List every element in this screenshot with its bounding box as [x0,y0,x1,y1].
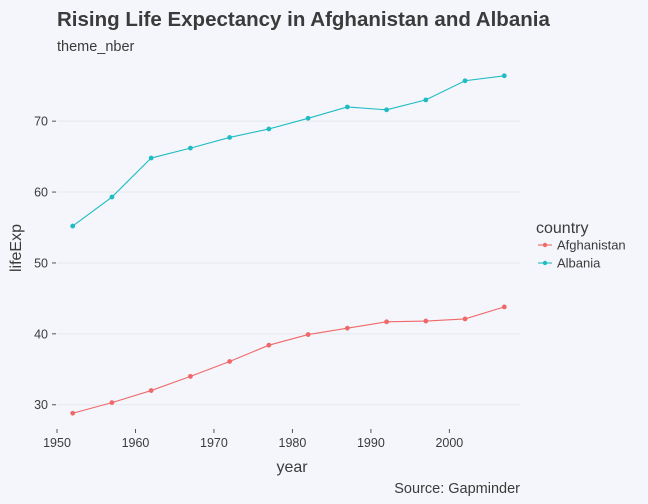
data-point-albania [384,107,389,113]
data-point-afghanistan [109,400,115,406]
x-axis-label: year [276,459,308,476]
chart-caption: Source: Gapminder [394,481,520,497]
series-line-afghanistan [72,306,505,414]
data-point-albania [188,145,193,151]
gridlines [57,120,520,406]
data-point-afghanistan [148,388,154,393]
y-axis: 30 40 50 60 70 [34,115,56,412]
data-point-albania [344,104,350,110]
legend-title: country [536,220,588,237]
data-point-afghanistan [423,318,429,324]
data-point-afghanistan [384,319,389,325]
series-line-albania [72,75,505,227]
y-tick-label: 60 [34,186,48,200]
data-point-albania [109,194,115,200]
data-point-albania [462,78,468,84]
y-axis-label: lifeExp [8,224,25,272]
data-point-albania [501,73,507,79]
x-axis: 1950 1960 1970 1980 1990 2000 [43,429,463,450]
legend-key-point-afghanistan [542,242,548,248]
y-tick-label: 30 [34,398,48,412]
plot-series [70,73,507,416]
data-point-afghanistan [501,304,507,310]
x-tick-label: 1960 [122,436,150,450]
chart-title: Rising Life Expectancy in Afghanistan an… [57,8,550,31]
data-point-afghanistan [266,342,272,348]
legend-label-afghanistan: Afghanistan [557,238,626,253]
data-point-afghanistan [188,373,193,379]
data-point-afghanistan [344,325,350,331]
data-point-afghanistan [305,332,311,337]
data-point-albania [266,126,272,132]
data-point-albania [305,115,311,121]
y-tick-label: 40 [34,327,48,341]
legend: country Afghanistan Albania [536,220,626,271]
x-tick-label: 1970 [200,436,228,450]
y-tick-label: 70 [34,115,48,129]
x-tick-label: 2000 [435,436,463,450]
data-point-afghanistan [70,410,76,416]
data-point-albania [423,97,429,103]
x-tick-label: 1950 [43,436,71,450]
x-tick-label: 1990 [357,436,385,450]
data-point-albania [70,223,76,229]
legend-label-albania: Albania [557,256,601,271]
data-point-afghanistan [227,359,233,364]
data-point-albania [227,135,233,140]
x-tick-label: 1980 [279,436,307,450]
data-point-afghanistan [462,316,468,322]
chart-subtitle: theme_nber [57,39,135,55]
y-tick-label: 50 [34,256,48,270]
data-point-albania [148,155,154,161]
legend-key-point-albania [542,260,548,266]
